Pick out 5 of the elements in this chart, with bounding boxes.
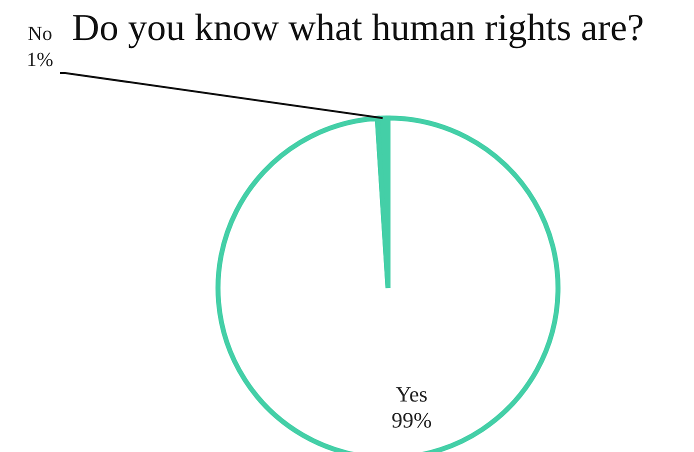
data-label: 1%: [26, 49, 54, 71]
chart-title: Do you know what human rights are?: [72, 6, 644, 50]
data-label: 99%: [391, 408, 432, 433]
slice-label: Yes: [396, 382, 428, 407]
slice-label: No: [28, 23, 52, 45]
